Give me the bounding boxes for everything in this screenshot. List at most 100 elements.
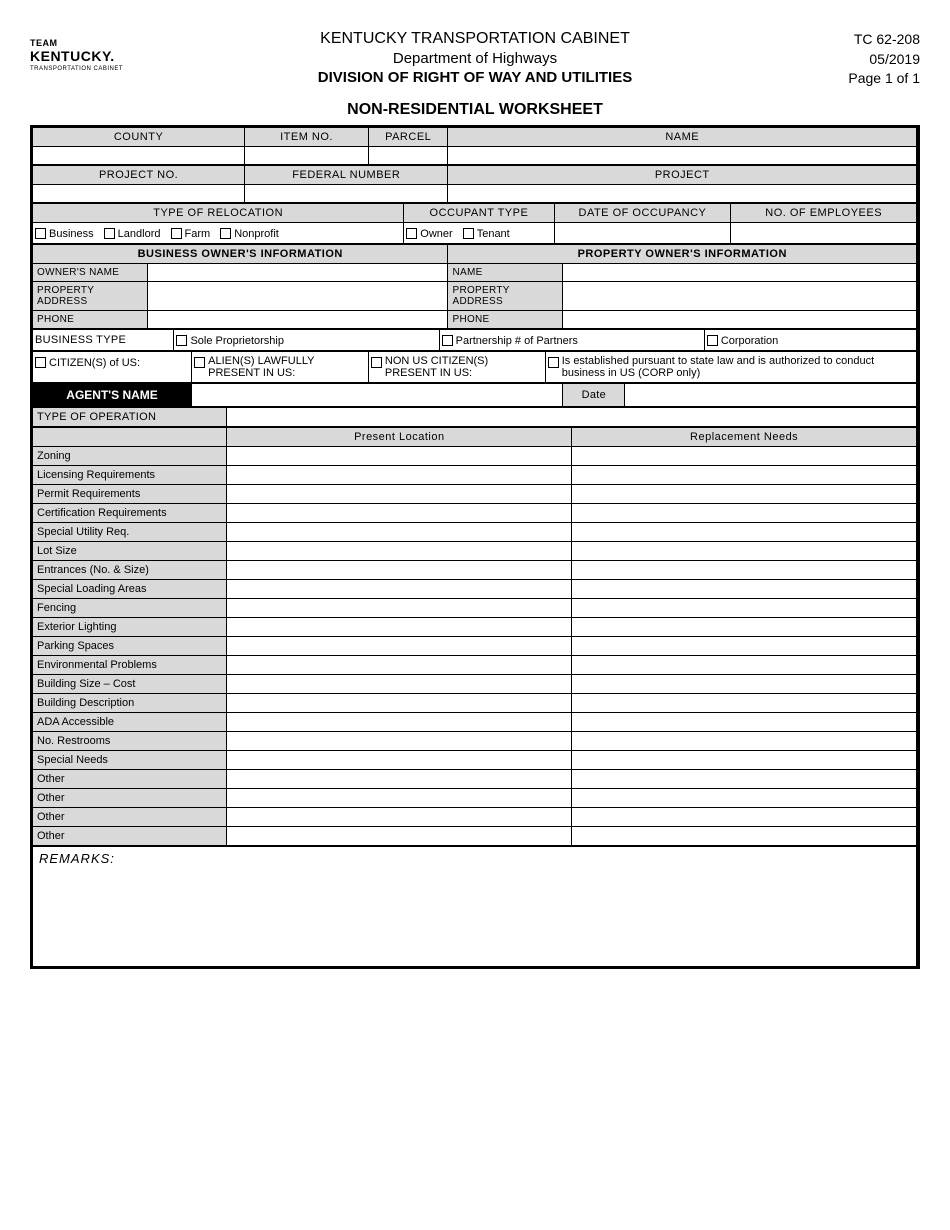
ops-replace-15[interactable] bbox=[572, 731, 917, 750]
checkbox-sole-prop[interactable] bbox=[176, 335, 187, 346]
ops-replace-16[interactable] bbox=[572, 750, 917, 769]
ops-replace-10[interactable] bbox=[572, 636, 917, 655]
checkbox-tenant[interactable] bbox=[463, 228, 474, 239]
ops-replace-9[interactable] bbox=[572, 617, 917, 636]
checkbox-alien-lawful[interactable] bbox=[194, 357, 205, 368]
input-item-no[interactable] bbox=[245, 146, 369, 164]
checkbox-corporation[interactable] bbox=[707, 335, 718, 346]
checkbox-farm[interactable] bbox=[171, 228, 182, 239]
header-present-location: Present Location bbox=[227, 427, 572, 446]
ops-present-10[interactable] bbox=[227, 636, 572, 655]
ops-present-0[interactable] bbox=[227, 446, 572, 465]
ops-present-2[interactable] bbox=[227, 484, 572, 503]
label-cb-sole-prop: Sole Proprietorship bbox=[190, 335, 284, 347]
header-center: KENTUCKY TRANSPORTATION CABINET Departme… bbox=[140, 30, 810, 86]
department-name: Department of Highways bbox=[140, 50, 810, 67]
label-cb-us-citizen: CITIZEN(S) of US: bbox=[49, 357, 140, 369]
ops-present-7[interactable] bbox=[227, 579, 572, 598]
input-agent-name[interactable] bbox=[192, 383, 563, 406]
ops-present-12[interactable] bbox=[227, 674, 572, 693]
label-cb-partnership: Partnership # of Partners bbox=[456, 335, 578, 347]
input-property-name[interactable] bbox=[563, 263, 917, 281]
ops-present-8[interactable] bbox=[227, 598, 572, 617]
input-owner-name[interactable] bbox=[147, 263, 448, 281]
input-federal-number[interactable] bbox=[245, 184, 448, 202]
ops-replace-11[interactable] bbox=[572, 655, 917, 674]
ops-replace-14[interactable] bbox=[572, 712, 917, 731]
ops-present-3[interactable] bbox=[227, 503, 572, 522]
ops-row-label: Entrances (No. & Size) bbox=[33, 560, 227, 579]
label-property-phone: PHONE bbox=[448, 310, 563, 328]
label-parcel: PARCEL bbox=[368, 127, 448, 146]
label-cb-established: Is established pursuant to state law and… bbox=[562, 355, 899, 379]
ops-replace-1[interactable] bbox=[572, 465, 917, 484]
ops-replace-8[interactable] bbox=[572, 598, 917, 617]
input-project-no[interactable] bbox=[33, 184, 245, 202]
input-name[interactable] bbox=[448, 146, 917, 164]
ops-replace-20[interactable] bbox=[572, 826, 917, 845]
input-owner-address[interactable] bbox=[147, 281, 448, 310]
ops-replace-3[interactable] bbox=[572, 503, 917, 522]
ops-present-18[interactable] bbox=[227, 788, 572, 807]
ops-replace-19[interactable] bbox=[572, 807, 917, 826]
ops-present-5[interactable] bbox=[227, 541, 572, 560]
ops-present-6[interactable] bbox=[227, 560, 572, 579]
ops-present-9[interactable] bbox=[227, 617, 572, 636]
label-cb-landlord: Landlord bbox=[118, 228, 161, 240]
ops-row-label: Licensing Requirements bbox=[33, 465, 227, 484]
checkbox-business[interactable] bbox=[35, 228, 46, 239]
checkbox-landlord[interactable] bbox=[104, 228, 115, 239]
ops-present-1[interactable] bbox=[227, 465, 572, 484]
citizenship-row: CITIZEN(S) of US: ALIEN(S) LAWFULLY PRES… bbox=[32, 351, 917, 383]
ops-present-15[interactable] bbox=[227, 731, 572, 750]
input-date-occupancy[interactable] bbox=[554, 222, 731, 243]
ops-present-11[interactable] bbox=[227, 655, 572, 674]
ops-present-13[interactable] bbox=[227, 693, 572, 712]
checkbox-nonprofit[interactable] bbox=[220, 228, 231, 239]
checkbox-established[interactable] bbox=[548, 357, 559, 368]
ops-row-label: Special Needs bbox=[33, 750, 227, 769]
label-owner-phone: PHONE bbox=[33, 310, 148, 328]
input-type-operation[interactable] bbox=[227, 407, 917, 426]
ops-replace-0[interactable] bbox=[572, 446, 917, 465]
input-project[interactable] bbox=[448, 184, 917, 202]
ops-replace-12[interactable] bbox=[572, 674, 917, 693]
input-county[interactable] bbox=[33, 146, 245, 164]
page-number: Page 1 of 1 bbox=[810, 69, 920, 89]
ops-row-label: Special Loading Areas bbox=[33, 579, 227, 598]
ops-replace-2[interactable] bbox=[572, 484, 917, 503]
ops-replace-4[interactable] bbox=[572, 522, 917, 541]
input-property-address[interactable] bbox=[563, 281, 917, 310]
checkbox-non-us[interactable] bbox=[371, 357, 382, 368]
remarks-label[interactable]: REMARKS: bbox=[33, 846, 917, 966]
input-owner-phone[interactable] bbox=[147, 310, 448, 328]
ops-replace-13[interactable] bbox=[572, 693, 917, 712]
ops-replace-5[interactable] bbox=[572, 541, 917, 560]
input-num-employees[interactable] bbox=[731, 222, 917, 243]
label-agent-name: AGENT'S NAME bbox=[33, 383, 192, 406]
header-row-1: COUNTY ITEM NO. PARCEL NAME bbox=[32, 127, 917, 165]
ops-replace-17[interactable] bbox=[572, 769, 917, 788]
ops-row-label: Other bbox=[33, 807, 227, 826]
ops-replace-7[interactable] bbox=[572, 579, 917, 598]
input-parcel[interactable] bbox=[368, 146, 448, 164]
ops-present-14[interactable] bbox=[227, 712, 572, 731]
label-num-employees: NO. OF EMPLOYEES bbox=[731, 203, 917, 222]
ops-row-label: Other bbox=[33, 769, 227, 788]
ops-present-16[interactable] bbox=[227, 750, 572, 769]
ops-replace-6[interactable] bbox=[572, 560, 917, 579]
input-property-phone[interactable] bbox=[563, 310, 917, 328]
checkbox-us-citizen[interactable] bbox=[35, 357, 46, 368]
ops-present-19[interactable] bbox=[227, 807, 572, 826]
checkbox-owner[interactable] bbox=[406, 228, 417, 239]
form-number: TC 62-208 bbox=[810, 30, 920, 50]
label-property-name: NAME bbox=[448, 263, 563, 281]
ops-present-4[interactable] bbox=[227, 522, 572, 541]
input-agent-date[interactable] bbox=[625, 383, 917, 406]
ops-present-20[interactable] bbox=[227, 826, 572, 845]
checkbox-partnership[interactable] bbox=[442, 335, 453, 346]
ops-replace-18[interactable] bbox=[572, 788, 917, 807]
label-county: COUNTY bbox=[33, 127, 245, 146]
label-name: NAME bbox=[448, 127, 917, 146]
ops-present-17[interactable] bbox=[227, 769, 572, 788]
